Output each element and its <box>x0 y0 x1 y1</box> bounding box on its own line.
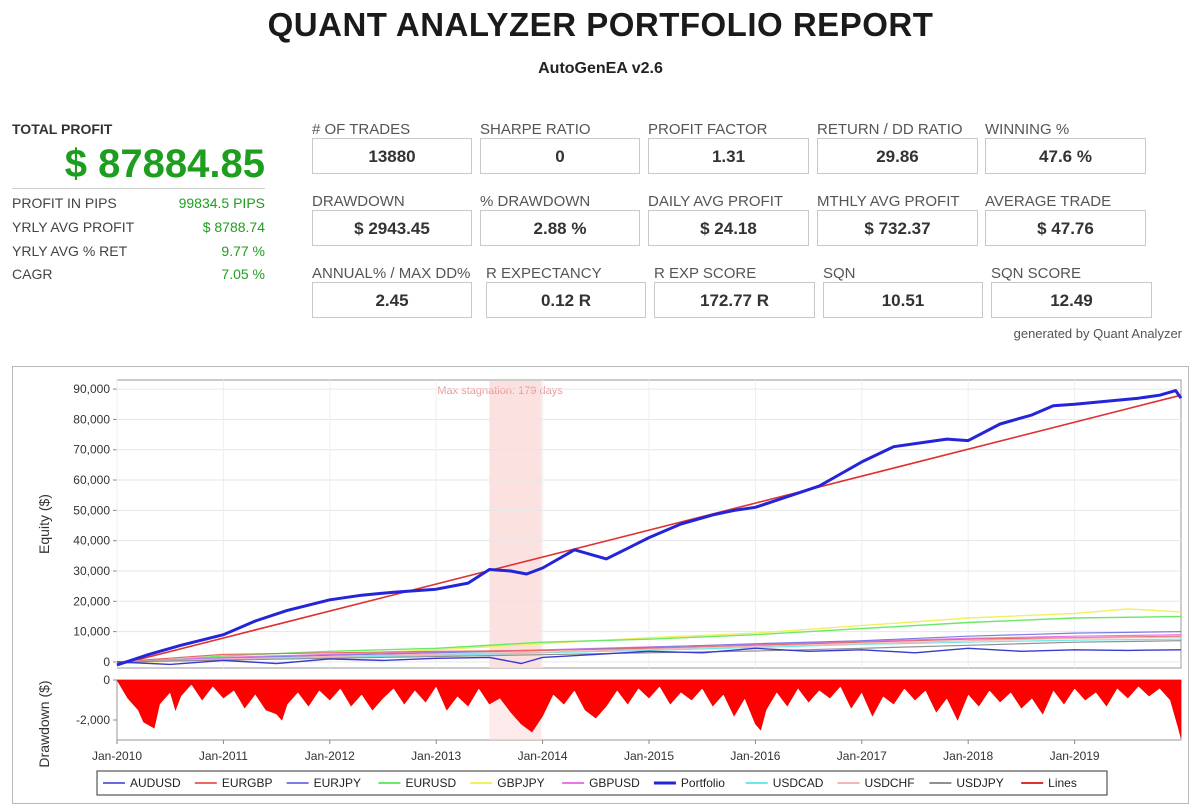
stat-value-sqn-score: 12.49 <box>991 282 1152 318</box>
legend-label-usdjpy: USDJPY <box>956 776 1003 790</box>
series-line-eurjpy <box>116 631 1182 663</box>
equity-tick-label: 40,000 <box>73 534 110 548</box>
series-line-usdchf <box>116 636 1182 663</box>
summary-row-yrly-avg-ret: YRLY AVG % RET 9.77 % <box>12 243 265 259</box>
drawdown-axis-title: Drawdown ($) <box>36 680 52 767</box>
x-tick-label: Jan-2011 <box>199 749 248 763</box>
total-profit-label: TOTAL PROFIT <box>12 121 113 137</box>
summary-label: CAGR <box>12 266 53 282</box>
stat-value-average-trade: $ 47.76 <box>985 210 1146 246</box>
drawdown-area <box>116 679 1182 739</box>
stat-label-sharpe: SHARPE RATIO <box>480 121 591 138</box>
stat-value-profit-factor: 1.31 <box>648 138 809 174</box>
summary-row-profit-pips: PROFIT IN PIPS 99834.5 PIPS <box>12 195 265 211</box>
equity-tick-label: 90,000 <box>73 382 110 396</box>
legend-label-eurusd: EURUSD <box>405 776 456 790</box>
equity-chart-panel: Max stagnation: 179 days 90,000 80,000 70,0… <box>12 366 1189 804</box>
stat-value-annual-maxdd: 2.45 <box>312 282 472 318</box>
equity-tick-label: 20,000 <box>73 594 110 608</box>
legend-label-gbpjpy: GBPJPY <box>497 776 544 790</box>
equity-axis-title: Equity ($) <box>36 494 52 554</box>
stat-label-sqn: SQN <box>823 265 856 282</box>
stat-value-daily-avg: $ 24.18 <box>648 210 809 246</box>
stat-label-pct-drawdown: % DRAWDOWN <box>480 193 591 210</box>
generated-by-note: generated by Quant Analyzer <box>1013 326 1182 341</box>
equity-tick-label: 80,000 <box>73 412 110 426</box>
series-line-portfolio <box>116 389 1183 667</box>
stat-label-average-trade: AVERAGE TRADE <box>985 193 1112 210</box>
equity-tick-label: 30,000 <box>73 564 110 578</box>
legend-label-lines: Lines <box>1048 776 1077 790</box>
x-tick-label: Jan-2016 <box>730 749 780 763</box>
stat-label-annual-maxdd: ANNUAL% / MAX DD% <box>312 265 471 282</box>
x-tick-label: Jan-2015 <box>624 749 674 763</box>
x-tick-label: Jan-2018 <box>943 749 993 763</box>
series-line-usdjpy <box>116 640 1182 663</box>
legend-label-portfolio: Portfolio <box>681 776 725 790</box>
summary-value: $ 8788.74 <box>202 219 265 235</box>
legend-label-gbpusd: GBPUSD <box>589 776 640 790</box>
equity-tick-label: 50,000 <box>73 503 110 517</box>
summary-label: PROFIT IN PIPS <box>12 195 117 211</box>
stat-value-winning: 47.6 % <box>985 138 1146 174</box>
stat-label-return-dd: RETURN / DD RATIO <box>817 121 963 138</box>
summary-label: YRLY AVG % RET <box>12 243 128 259</box>
report-subtitle: AutoGenEA v2.6 <box>538 60 663 77</box>
equity-tick-label: 70,000 <box>73 443 110 457</box>
stagnation-band <box>489 381 542 668</box>
stat-value-r-exp-score: 172.77 R <box>654 282 815 318</box>
series-line-lines <box>116 394 1182 666</box>
stat-value-trades: 13880 <box>312 138 472 174</box>
legend-label-usdchf: USDCHF <box>865 776 915 790</box>
x-tick-label: Jan-2013 <box>411 749 461 763</box>
x-tick-label: Jan-2012 <box>305 749 355 763</box>
stat-value-pct-drawdown: 2.88 % <box>480 210 640 246</box>
drawdown-tick-label: -2,000 <box>76 713 110 727</box>
summary-value: 9.77 % <box>221 243 265 259</box>
equity-drawdown-chart: Max stagnation: 179 days 90,000 80,000 70,0… <box>36 379 1183 796</box>
legend-label-eurjpy: EURJPY <box>314 776 361 790</box>
summary-label: YRLY AVG PROFIT <box>12 219 135 235</box>
report-title: QUANT ANALYZER PORTFOLIO REPORT <box>267 6 934 43</box>
equity-tick-label: 0 <box>103 655 110 669</box>
stat-label-trades: # OF TRADES <box>312 121 411 138</box>
legend-label-eurgbp: EURGBP <box>222 776 273 790</box>
drawdown-tick-label: 0 <box>103 673 110 687</box>
x-tick-label: Jan-2014 <box>518 749 568 763</box>
total-profit-value: $ 87884.85 <box>64 142 265 186</box>
stat-value-drawdown: $ 2943.45 <box>312 210 472 246</box>
legend-label-audusd: AUDUSD <box>130 776 181 790</box>
total-profit-divider <box>12 188 265 189</box>
x-tick-label: Jan-2017 <box>837 749 887 763</box>
stat-label-r-expectancy: R EXPECTANCY <box>486 265 602 282</box>
equity-tick-label: 60,000 <box>73 473 110 487</box>
summary-value: 7.05 % <box>221 266 265 282</box>
stat-label-drawdown: DRAWDOWN <box>312 193 405 210</box>
x-tick-label: Jan-2019 <box>1050 749 1100 763</box>
series-line-eurgbp <box>116 635 1182 663</box>
x-tick-label: Jan-2010 <box>92 749 142 763</box>
stat-label-mthly-avg: MTHLY AVG PROFIT <box>817 193 960 210</box>
stat-label-sqn-score: SQN SCORE <box>991 265 1082 282</box>
series-line-audusd <box>116 647 1182 666</box>
stagnation-annotation: Max stagnation: 179 days <box>437 385 563 397</box>
stat-label-daily-avg: DAILY AVG PROFIT <box>648 193 784 210</box>
stat-label-r-exp-score: R EXP SCORE <box>654 265 757 282</box>
stat-value-sharpe: 0 <box>480 138 640 174</box>
series-line-usdcad <box>116 638 1182 663</box>
stat-value-return-dd: 29.86 <box>817 138 978 174</box>
equity-tick-label: 10,000 <box>73 625 110 639</box>
legend-label-usdcad: USDCAD <box>773 776 824 790</box>
stat-label-winning: WINNING % <box>985 121 1070 138</box>
summary-row-cagr: CAGR 7.05 % <box>12 266 265 282</box>
stat-value-sqn: 10.51 <box>823 282 983 318</box>
stat-value-r-expectancy: 0.12 R <box>486 282 646 318</box>
stat-label-profit-factor: PROFIT FACTOR <box>648 121 768 138</box>
summary-row-yrly-avg-profit: YRLY AVG PROFIT $ 8788.74 <box>12 219 265 235</box>
stat-value-mthly-avg: $ 732.37 <box>817 210 978 246</box>
summary-value: 99834.5 PIPS <box>178 195 265 211</box>
